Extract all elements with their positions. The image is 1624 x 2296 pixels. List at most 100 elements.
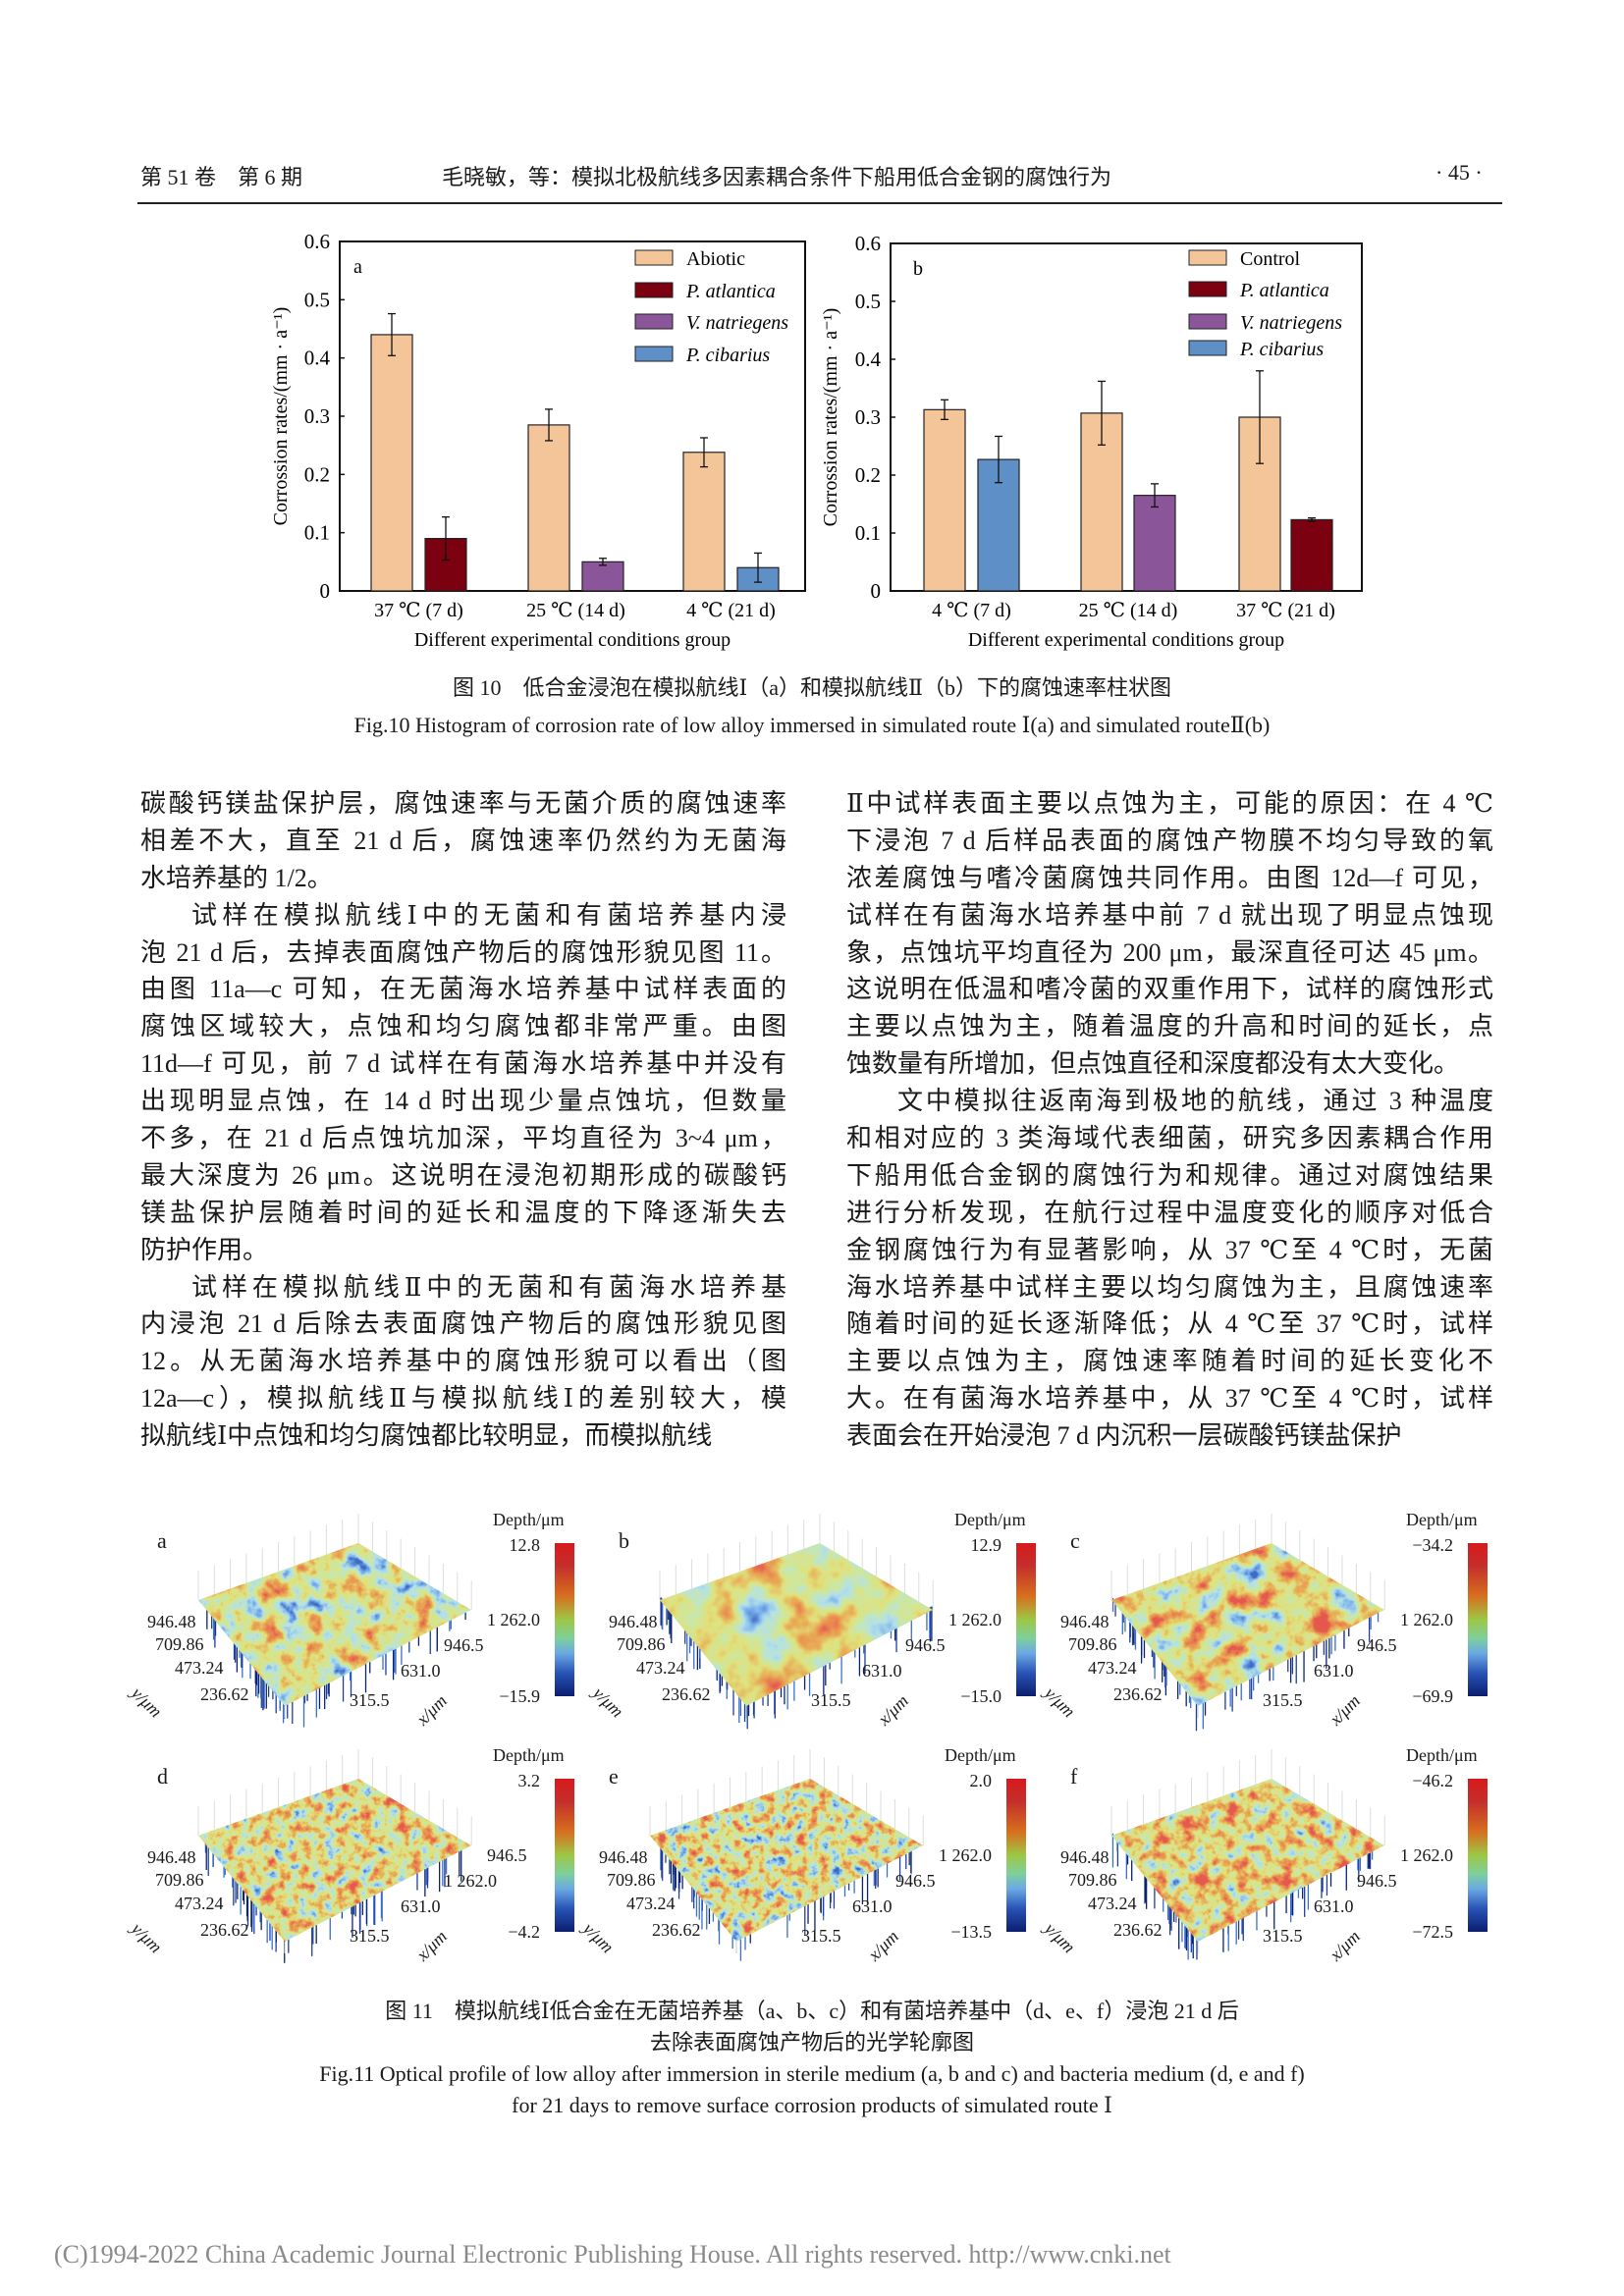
- colorbar-min-label: −13.5: [933, 1922, 992, 1942]
- x-tick-label: 37 ℃ (7 d): [374, 600, 463, 621]
- body-line: 试样在模拟航线Ⅰ中的无菌和有菌培养基内浸: [140, 897, 786, 934]
- y-tick-label: 709.86: [155, 1870, 204, 1890]
- x-tick-label: 1 262.0: [939, 1845, 992, 1865]
- x-tick-label: 37 ℃ (21 d): [1236, 600, 1335, 621]
- panel-label: d: [157, 1765, 168, 1789]
- colorbar-min-label: −4.2: [481, 1922, 540, 1942]
- body-line: 腐蚀区域较大，点蚀和均匀腐蚀都非常严重。由图: [140, 1008, 786, 1045]
- fig11-caption-en-2: for 21 days to remove surface corrosion …: [0, 2093, 1624, 2118]
- body-line: 拟航线Ⅰ中点蚀和均匀腐蚀都比较明显，而模拟航线: [140, 1417, 786, 1455]
- colorbar-min-label: −15.0: [943, 1686, 1001, 1706]
- body-line: Ⅱ中试样表面主要以点蚀为主，可能的原因：在 4 ℃: [846, 785, 1493, 823]
- y-tick-label: 0.3: [855, 405, 881, 429]
- profile-panel-b: b Depth/μm 12.9 −15.0 946.48 709.86 473.24 236.…: [589, 1512, 1051, 1747]
- bar: [582, 561, 623, 591]
- fig11-caption-en-1: Fig.11 Optical profile of low alloy afte…: [0, 2061, 1624, 2087]
- body-line: 不多，在 21 d 后点蚀坑加深，平均直径为 3~4 μm，: [140, 1120, 786, 1157]
- bar: [1134, 496, 1175, 591]
- body-line: 这说明在低温和嗜冷菌的双重作用下，试样的腐蚀形式: [846, 971, 1493, 1008]
- y-tick-label: 236.62: [1113, 1684, 1163, 1704]
- body-column-right: Ⅱ中试样表面主要以点蚀为主，可能的原因：在 4 ℃ 下浸泡 7 d 后样品表面的腐…: [846, 785, 1493, 1455]
- chart-b: 0 0.1 0.2 0.3 0.4 0.5 0.6 b Corrossion rates/(mm…: [815, 216, 1404, 667]
- x-tick-label: 25 ℃ (14 d): [526, 600, 625, 621]
- y-tick-label: 709.86: [607, 1870, 656, 1890]
- x-tick-label: 1 262.0: [487, 1610, 540, 1629]
- colorbar-title: Depth/μm: [1406, 1510, 1478, 1529]
- body-line: 象，点蚀坑平均直径为 200 μm，最深直径可达 45 μm。: [846, 934, 1493, 972]
- y-tick-label: 0.1: [855, 521, 881, 545]
- body-line: 蚀数量有所增加，但点蚀直径和深度都没有太大变化。: [846, 1045, 1493, 1083]
- x-tick-label: 631.0: [862, 1661, 902, 1681]
- journal-volume-issue: 第 51 卷 第 6 期: [140, 160, 302, 191]
- y-tick-label: 0.6: [855, 232, 881, 255]
- bar: [528, 425, 569, 591]
- body-line: 随着时间的延长逐渐降低；从 4 ℃至 37 ℃时，试样: [846, 1306, 1493, 1343]
- colorbar: [1468, 1543, 1488, 1696]
- x-tick-label: 946.5: [905, 1635, 946, 1655]
- bar: [1291, 519, 1332, 591]
- colorbar: [1006, 1779, 1026, 1932]
- y-tick-label: 0.5: [855, 290, 881, 313]
- legend-swatch: [635, 347, 673, 361]
- x-tick-label: 946.5: [895, 1871, 936, 1891]
- colorbar-title: Depth/μm: [493, 1510, 565, 1529]
- panel-label: e: [609, 1765, 619, 1789]
- y-tick-label: 709.86: [1068, 1634, 1117, 1654]
- body-line: 由图 11a—c 可知，在无菌海水培养基中试样表面的: [140, 971, 786, 1008]
- legend-swatch: [1189, 250, 1226, 265]
- body-line: 主要以点蚀为主，随着温度的升高和时间的延长，点: [846, 1008, 1493, 1045]
- x-axis-label: Different experimental conditions group: [414, 629, 731, 651]
- profile-panel-a: a Depth/μm 12.8 −15.9 946.48 709.86 473.24 236.…: [128, 1512, 589, 1747]
- y-tick-label: 946.48: [1060, 1612, 1110, 1631]
- colorbar-min-label: −15.9: [481, 1686, 540, 1706]
- legend-label: Abiotic: [686, 248, 745, 270]
- x-tick-label: 315.5: [350, 1690, 390, 1710]
- y-tick-label: 709.86: [1068, 1870, 1117, 1890]
- body-line: 试样在模拟航线Ⅱ中的无菌和有菌海水培养基: [140, 1269, 786, 1307]
- body-line: 镁盐保护层随着时间的延长和温度的下降逐渐失去: [140, 1195, 786, 1232]
- x-tick-label: 946.5: [444, 1635, 484, 1655]
- y-tick-label: 0: [871, 579, 882, 603]
- panel-label: a: [353, 256, 362, 278]
- x-tick-label: 1 262.0: [1400, 1610, 1453, 1629]
- legend-swatch: [635, 283, 673, 297]
- body-line: 主要以点蚀为主，腐蚀速率随着时间的延长变化不: [846, 1343, 1493, 1380]
- colorbar-max-label: −34.2: [1394, 1535, 1453, 1555]
- body-line: 泡 21 d 后，去掉表面腐蚀产物后的腐蚀形貌见图 11。: [140, 934, 786, 972]
- x-tick-label: 946.5: [1357, 1871, 1397, 1891]
- body-line: 出现明显点蚀，在 14 d 时出现少量点蚀坑，但数量: [140, 1083, 786, 1120]
- body-line: 最大深度为 26 μm。这说明在浸泡初期形成的碳酸钙: [140, 1157, 786, 1195]
- running-title: 毛晓敏，等：模拟北极航线多因素耦合条件下船用低合金钢的腐蚀行为: [442, 160, 1111, 191]
- body-line: 浓差腐蚀与嗜冷菌腐蚀共同作用。由图 12d—f 可见，: [846, 860, 1493, 897]
- legend-label: Control: [1240, 248, 1301, 270]
- x-tick-label: 1 262.0: [1400, 1845, 1453, 1865]
- bar: [683, 453, 725, 591]
- y-tick-label: 0.6: [304, 230, 330, 253]
- profile-panel-d: d Depth/μm 3.2 −4.2 946.48 709.86 473.24 236.62…: [128, 1747, 589, 1983]
- fig11-caption-cn-1: 图 11 模拟航线Ⅰ低合金在无菌培养基（a、b、c）和有菌培养基中（d、e、f）…: [0, 1999, 1624, 2024]
- x-tick-label: 4 ℃ (7 d): [932, 600, 1011, 621]
- colorbar-max-label: 12.9: [943, 1535, 1001, 1555]
- body-line: 下船用低合金钢的腐蚀行为和规律。通过对腐蚀结果: [846, 1157, 1493, 1195]
- y-tick-label: 236.62: [200, 1920, 249, 1940]
- colorbar-min-label: −72.5: [1394, 1922, 1453, 1942]
- body-line: 大。在有菌海水培养基中，从 37 ℃至 4 ℃时，试样: [846, 1380, 1493, 1417]
- page-number: · 45 ·: [1435, 160, 1483, 186]
- x-tick-label: 315.5: [350, 1926, 390, 1946]
- y-tick-label: 946.48: [599, 1847, 648, 1867]
- y-tick-label: 946.48: [147, 1847, 196, 1867]
- colorbar-max-label: −46.2: [1394, 1771, 1453, 1790]
- body-line: 下浸泡 7 d 后样品表面的腐蚀产物膜不均匀导致的氧: [846, 823, 1493, 860]
- x-tick-label: 315.5: [1263, 1690, 1303, 1710]
- x-tick-label: 946.5: [1357, 1635, 1397, 1655]
- colorbar: [555, 1779, 574, 1932]
- colorbar-min-label: −69.9: [1394, 1686, 1453, 1706]
- colorbar-title: Depth/μm: [945, 1745, 1016, 1765]
- x-tick-label: 946.5: [487, 1845, 527, 1865]
- y-tick-label: 0: [320, 579, 331, 603]
- x-tick-label: 315.5: [811, 1690, 851, 1710]
- legend-label: P. cibarius: [1239, 339, 1324, 360]
- body-line: 防护作用。: [140, 1232, 786, 1269]
- header-rule: [137, 202, 1502, 204]
- x-tick-label: 631.0: [1314, 1896, 1354, 1916]
